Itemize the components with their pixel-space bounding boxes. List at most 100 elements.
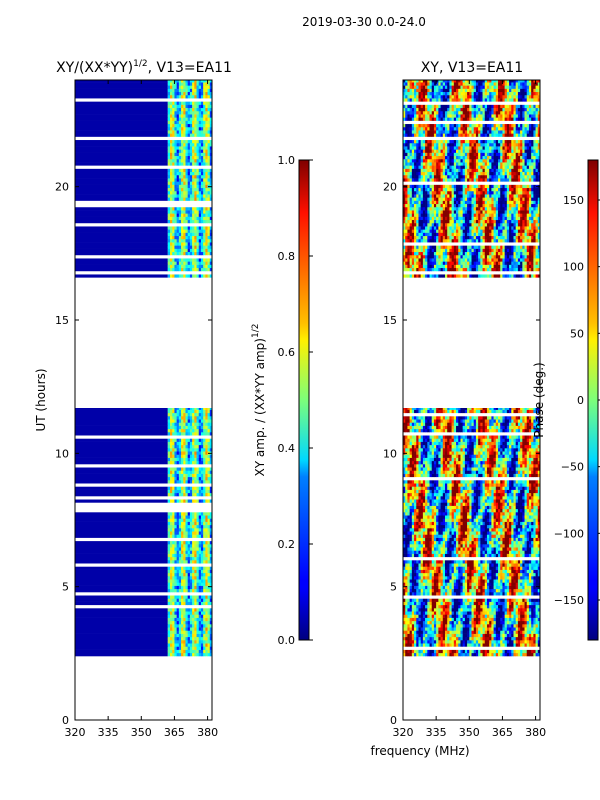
phase-cell bbox=[509, 652, 512, 657]
phase-cell bbox=[500, 576, 503, 580]
amplitude-cell bbox=[198, 146, 202, 150]
amplitude-cell bbox=[181, 454, 184, 458]
amplitude-cell bbox=[192, 499, 195, 503]
amplitude-cell bbox=[185, 636, 188, 641]
phase-cell bbox=[475, 640, 479, 644]
amplitude-cell bbox=[194, 181, 197, 185]
amplitude-cell bbox=[167, 409, 171, 414]
amplitude-cell bbox=[203, 80, 206, 83]
phase-cell bbox=[447, 553, 450, 558]
phase-cell bbox=[456, 566, 459, 570]
amplitude-cell bbox=[200, 422, 204, 426]
phase-cell bbox=[469, 633, 472, 638]
amplitude-cell bbox=[200, 419, 204, 423]
amplitude-cell bbox=[75, 126, 168, 131]
amplitude-cell bbox=[189, 94, 193, 99]
phase-cell bbox=[520, 572, 523, 577]
amplitude-cell bbox=[207, 476, 211, 481]
phase-cell bbox=[460, 550, 463, 554]
amplitude-cell bbox=[194, 480, 197, 484]
amplitude-cell bbox=[205, 553, 208, 558]
phase-cell bbox=[447, 540, 450, 545]
amplitude-cell bbox=[75, 190, 168, 195]
amplitude-cell bbox=[181, 194, 184, 198]
amplitude-cell bbox=[205, 528, 208, 532]
phase-cell bbox=[438, 649, 441, 654]
amplitude-cell bbox=[198, 226, 202, 230]
amplitude-cell bbox=[178, 264, 182, 269]
amplitude-cell bbox=[187, 499, 191, 503]
phase-cell bbox=[489, 627, 492, 631]
amplitude-cell bbox=[196, 184, 200, 189]
phase-cell bbox=[462, 547, 466, 551]
amplitude-cell bbox=[181, 534, 184, 538]
phase-cell bbox=[480, 544, 483, 548]
amplitude-cell bbox=[198, 422, 202, 426]
amplitude-cell bbox=[203, 470, 206, 474]
amplitude-cell bbox=[174, 146, 177, 150]
phase-cell bbox=[416, 636, 419, 641]
amplitude-cell bbox=[176, 422, 180, 426]
amplitude-cell bbox=[200, 444, 204, 449]
phase-cell bbox=[411, 544, 415, 548]
amplitude-cell bbox=[176, 617, 180, 622]
amplitude-cell bbox=[203, 598, 206, 602]
amplitude-cell bbox=[181, 168, 184, 173]
amplitude-cell bbox=[181, 216, 184, 221]
phase-cell bbox=[453, 614, 457, 618]
amplitude-cell bbox=[200, 155, 204, 160]
phase-cell bbox=[511, 576, 514, 580]
amplitude-cell bbox=[205, 174, 208, 179]
phase-cell bbox=[451, 553, 455, 558]
amplitude-cell bbox=[207, 158, 211, 163]
amplitude-cell bbox=[75, 409, 168, 414]
phase-cell bbox=[475, 547, 479, 551]
phase-cell bbox=[422, 553, 426, 558]
amplitude-cell bbox=[174, 515, 177, 519]
amplitude-cell bbox=[187, 646, 191, 650]
amplitude-cell bbox=[192, 216, 195, 221]
phase-cell bbox=[520, 537, 523, 542]
amplitude-cell bbox=[172, 425, 175, 430]
amplitude-cell bbox=[167, 235, 171, 240]
amplitude-cell bbox=[181, 560, 184, 564]
phase-cell bbox=[414, 540, 417, 545]
amplitude-cell bbox=[170, 627, 173, 631]
phase-cell bbox=[422, 649, 426, 654]
phase-cell bbox=[533, 582, 536, 586]
amplitude-cell bbox=[75, 652, 168, 657]
phase-cell bbox=[473, 617, 477, 622]
phase-cell bbox=[533, 588, 536, 593]
amplitude-cell bbox=[194, 569, 197, 574]
amplitude-cell bbox=[207, 649, 211, 654]
phase-cell bbox=[535, 560, 539, 564]
amplitude-cell bbox=[176, 139, 180, 144]
amplitude-cell bbox=[167, 229, 171, 233]
amplitude-cell bbox=[187, 643, 191, 647]
phase-cell bbox=[447, 550, 450, 554]
phase-cell bbox=[522, 524, 525, 529]
amplitude-cell bbox=[170, 617, 173, 622]
phase-cell bbox=[418, 588, 421, 593]
phase-cell bbox=[473, 576, 477, 580]
amplitude-cell bbox=[178, 130, 182, 134]
phase-cell bbox=[451, 563, 455, 567]
phase-cell bbox=[531, 627, 534, 631]
amplitude-cell bbox=[207, 117, 211, 121]
amplitude-cell bbox=[75, 470, 168, 474]
phase-cell bbox=[409, 636, 413, 641]
amplitude-cell bbox=[189, 451, 193, 455]
amplitude-cell bbox=[189, 168, 193, 173]
amplitude-cell bbox=[170, 620, 173, 625]
amplitude-colorbar-tick-label: 0.8 bbox=[278, 250, 296, 263]
amplitude-cell bbox=[176, 576, 180, 580]
amplitude-cell bbox=[189, 614, 193, 618]
amplitude-cell bbox=[205, 168, 208, 173]
phase-cell bbox=[506, 563, 510, 567]
phase-cell bbox=[418, 611, 421, 615]
amplitude-cell bbox=[203, 601, 206, 606]
amplitude-cell bbox=[185, 633, 188, 638]
amplitude-cell bbox=[176, 499, 180, 503]
phase-cell bbox=[440, 553, 444, 558]
phase-cell bbox=[489, 560, 492, 564]
